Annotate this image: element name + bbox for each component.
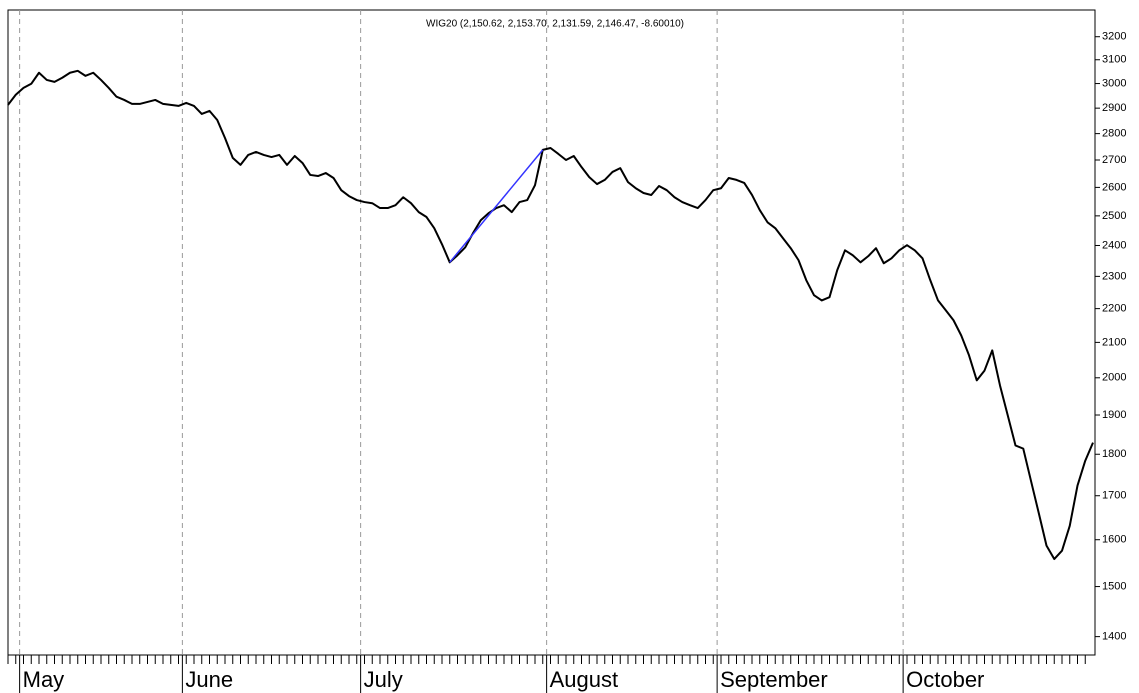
y-tick-label: 1600: [1102, 534, 1126, 546]
y-tick-label: 2800: [1102, 128, 1126, 140]
y-tick-label: 1400: [1102, 631, 1126, 643]
x-tick-label: September: [720, 667, 828, 692]
y-tick-label: 3200: [1102, 31, 1126, 43]
y-tick-label: 2100: [1102, 336, 1126, 348]
y-tick-label: 2700: [1102, 154, 1126, 166]
y-tick-label: 1900: [1102, 409, 1126, 421]
plot-frame: [7, 9, 1096, 656]
y-tick-label: 2600: [1102, 181, 1126, 193]
y-tick-label: 2400: [1102, 239, 1126, 251]
y-tick-label: 2500: [1102, 210, 1126, 222]
y-tick-label: 1800: [1102, 448, 1126, 460]
y-tick-label: 2200: [1102, 303, 1126, 315]
y-tick-label: 3100: [1102, 54, 1126, 66]
y-tick-label: 3000: [1102, 77, 1126, 89]
y-tick-label: 1700: [1102, 490, 1126, 502]
x-tick-label: August: [550, 667, 619, 692]
y-tick-label: 2900: [1102, 102, 1126, 114]
x-tick-label: May: [23, 667, 65, 692]
x-tick-label: July: [364, 667, 403, 692]
x-tick-label: June: [185, 667, 233, 692]
y-tick-label: 1500: [1102, 580, 1126, 592]
trendline: [449, 149, 544, 263]
price-line: [7, 69, 1094, 561]
y-tick-label: 2300: [1102, 270, 1126, 282]
y-tick-label: 2000: [1102, 372, 1126, 384]
x-tick-label: October: [906, 667, 984, 692]
chart-title: WIG20 (2,150.62, 2,153.70, 2,131.59, 2,1…: [426, 19, 684, 30]
